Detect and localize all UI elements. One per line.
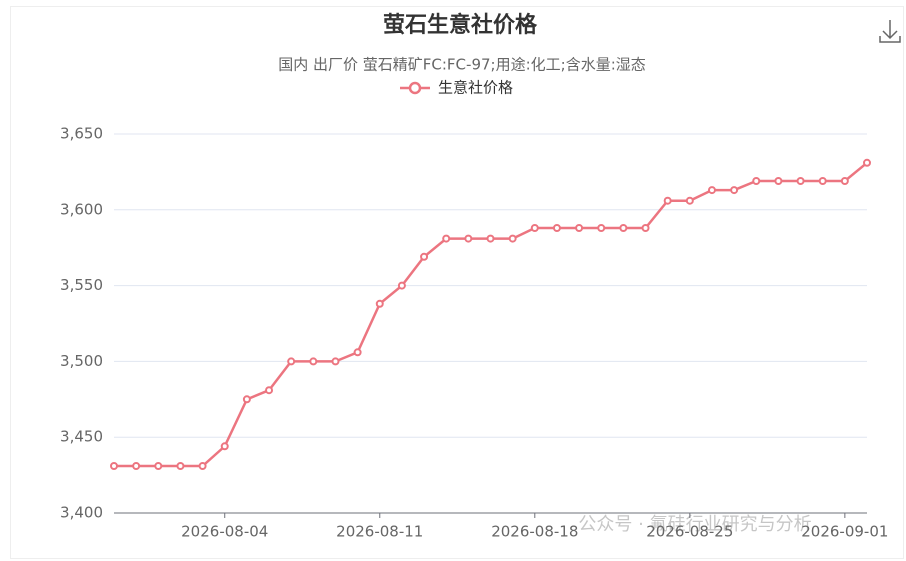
watermark: 公众号 · 氟硅行业研究与分析: [578, 514, 811, 535]
y-tick-label: 3,450: [60, 428, 103, 446]
point: [508, 234, 517, 243]
point: [420, 252, 429, 261]
point: [265, 386, 274, 395]
x-tick-label: 2026-08-25: [646, 523, 733, 541]
point: [110, 462, 118, 471]
point: [154, 462, 163, 471]
point: [176, 462, 185, 471]
point: [818, 176, 827, 185]
point: [375, 299, 384, 308]
point: [287, 357, 296, 366]
point: [619, 223, 628, 232]
y-tick-label: 3,500: [60, 352, 103, 370]
point: [840, 176, 849, 185]
point: [685, 196, 694, 205]
point: [863, 158, 871, 167]
point: [575, 223, 584, 232]
x-tick-label: 2026-08-11: [336, 523, 423, 541]
x-tick-label: 2026-09-01: [801, 523, 888, 541]
point: [442, 234, 451, 243]
chart-title: 萤石生意社价格: [383, 12, 538, 38]
point: [464, 234, 473, 243]
point: [641, 223, 650, 232]
y-tick-label: 3,600: [60, 200, 103, 218]
point: [132, 462, 141, 471]
y-tick-label: 3,550: [60, 276, 103, 294]
download-icon[interactable]: [879, 20, 901, 43]
point: [774, 176, 783, 185]
point: [331, 357, 340, 366]
point: [752, 176, 761, 185]
point: [397, 281, 406, 290]
point: [198, 462, 207, 471]
point: [530, 223, 539, 232]
y-tick-label: 3,650: [60, 125, 103, 143]
point: [796, 176, 805, 185]
legend-label: 生意社价格: [438, 79, 513, 97]
point: [242, 395, 251, 404]
point: [353, 348, 362, 357]
x-tick-label: 2026-08-04: [181, 523, 268, 541]
y-tick-label: 3,400: [60, 504, 103, 522]
point: [707, 186, 716, 195]
point: [730, 186, 739, 195]
x-tick-label: 2026-08-18: [491, 523, 578, 541]
point: [220, 442, 229, 451]
chart-subtitle: 国内 出厂价 萤石精矿FC:FC-97;用途:化工;含水量:湿态: [278, 56, 646, 74]
point: [552, 223, 561, 232]
point: [309, 357, 318, 366]
point: [486, 234, 495, 243]
point: [663, 196, 672, 205]
legend-marker: [408, 81, 422, 95]
point: [597, 223, 606, 232]
